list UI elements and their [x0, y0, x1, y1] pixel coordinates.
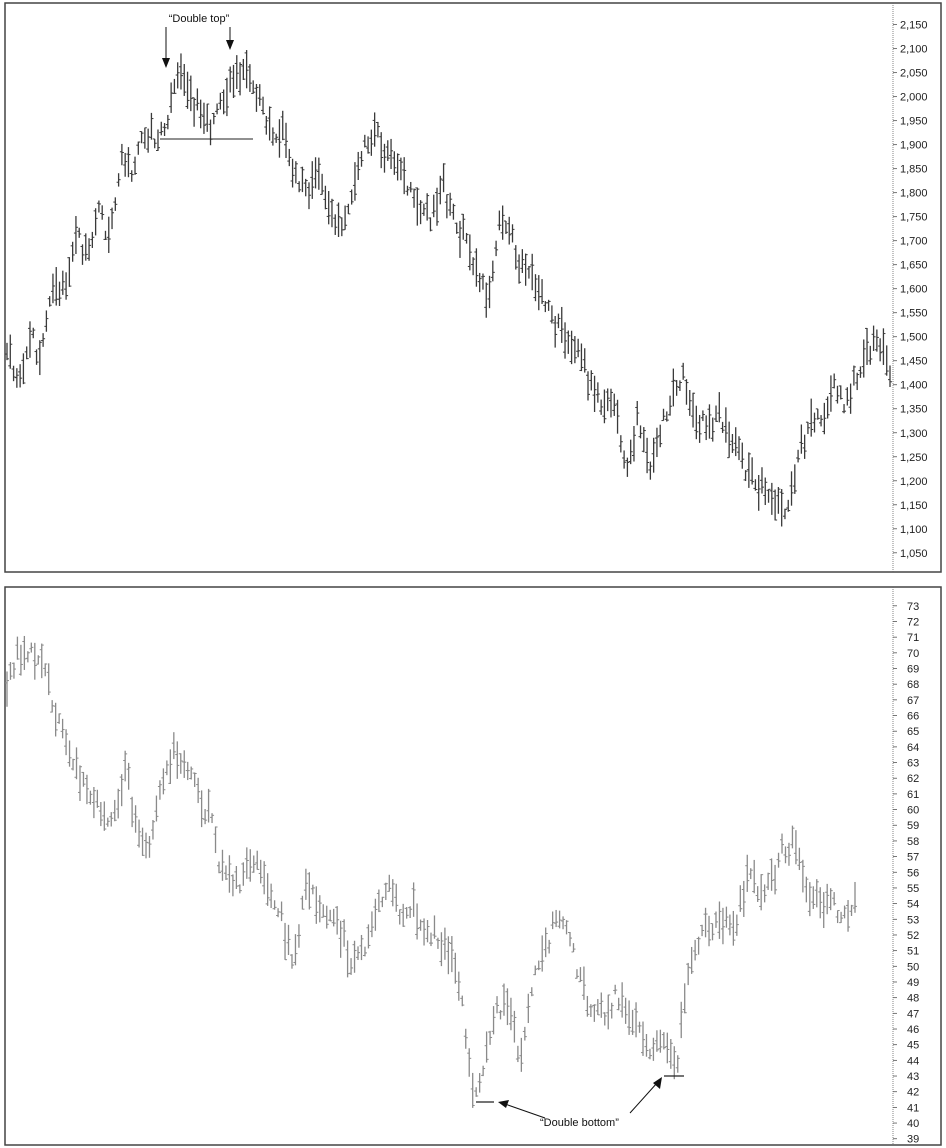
top-y-tick-label: 1,600 [900, 284, 928, 296]
double-bottom-arrow-right [629, 1082, 658, 1114]
top-y-tick-label: 1,250 [900, 452, 928, 464]
double-bottom-arrow-left [504, 1103, 546, 1119]
top-chart-panel: 1,050 1,100 1,150 1,200 1,250 1,300 1,350 1,400… [4, 2, 942, 573]
bottom-y-tick-label: 53 [907, 914, 919, 926]
bottom-y-tick-label: 65 [907, 726, 919, 738]
bottom-y-tick-label: 68 [907, 679, 919, 691]
bottom-y-tick-label: 62 [907, 773, 919, 785]
top-price-bars [5, 50, 892, 527]
bottom-y-tick-label: 58 [907, 836, 919, 848]
bottom-y-tick-label: 45 [907, 1040, 919, 1052]
bottom-y-tick-label: 60 [907, 805, 919, 817]
bottom-y-tick-label: 49 [907, 977, 919, 989]
top-y-tick-label: 1,900 [900, 140, 928, 152]
bottom-y-tick-label: 41 [907, 1102, 919, 1114]
bottom-y-tick-label: 54 [907, 899, 919, 911]
top-y-tick-label: 2,150 [900, 20, 928, 32]
bottom-y-tick-label: 70 [907, 648, 919, 660]
bottom-y-tick-label: 43 [907, 1071, 919, 1083]
top-y-tick-label: 1,500 [900, 332, 928, 344]
bottom-y-tick-label: 39 [907, 1134, 919, 1146]
bottom-y-tick-label: 72 [907, 616, 919, 628]
bottom-y-tick-label: 71 [907, 632, 919, 644]
top-y-tick-label: 2,000 [900, 92, 928, 104]
bottom-y-tick-label: 52 [907, 930, 919, 942]
bottom-y-tick-label: 63 [907, 758, 919, 770]
bottom-y-tick-label: 51 [907, 946, 919, 958]
bottom-y-tick-label: 50 [907, 961, 919, 973]
top-y-tick-label: 2,100 [900, 44, 928, 56]
bottom-y-axis: 39 40 41 42 43 44 45 46 47 48 49 50 51 52 53 54 55 56 57 58… [893, 601, 919, 1146]
bottom-y-tick-label: 48 [907, 993, 919, 1005]
bottom-price-bars [5, 635, 857, 1108]
bottom-y-tick-label: 59 [907, 820, 919, 832]
bottom-y-tick-label: 66 [907, 711, 919, 723]
top-y-tick-label: 1,200 [900, 476, 928, 488]
top-y-tick-label: 1,700 [900, 236, 928, 248]
bottom-y-tick-label: 42 [907, 1087, 919, 1099]
bottom-y-tick-label: 69 [907, 664, 919, 676]
top-y-tick-label: 1,750 [900, 212, 928, 224]
top-y-tick-label: 1,150 [900, 500, 928, 512]
bottom-y-tick-label: 64 [907, 742, 919, 754]
top-y-tick-label: 2,050 [900, 68, 928, 80]
bottom-y-tick-label: 57 [907, 852, 919, 864]
top-y-tick-label: 1,100 [900, 524, 928, 536]
top-y-tick-label: 1,300 [900, 428, 928, 440]
top-y-tick-label: 1,800 [900, 188, 928, 200]
double-bottom-annotation: “Double bottom” [476, 1075, 684, 1129]
bottom-y-tick-label: 73 [907, 601, 919, 613]
bottom-y-tick-label: 44 [907, 1055, 919, 1067]
top-y-axis: 1,050 1,100 1,150 1,200 1,250 1,300 1,350 1,400… [893, 20, 928, 560]
bottom-y-tick-label: 46 [907, 1024, 919, 1036]
top-y-tick-label: 1,850 [900, 164, 928, 176]
top-y-tick-label: 1,650 [900, 260, 928, 272]
double-bottom-arrowhead-left [498, 1100, 509, 1108]
double-bottom-arrowhead-right [653, 1077, 662, 1089]
bottom-y-tick-label: 67 [907, 695, 919, 707]
top-y-tick-label: 1,400 [900, 380, 928, 392]
top-y-tick-label: 1,050 [900, 548, 928, 560]
double-bottom-label: “Double bottom” [540, 1117, 619, 1129]
top-y-tick-label: 1,450 [900, 356, 928, 368]
bottom-y-tick-label: 40 [907, 1118, 919, 1130]
top-chart-frame [4, 2, 942, 573]
double-top-label: “Double top” [169, 13, 230, 25]
bottom-y-tick-label: 61 [907, 789, 919, 801]
double-top-arrowhead-left [162, 58, 170, 68]
double-top-annotation: “Double top” [160, 13, 253, 140]
bottom-y-tick-label: 47 [907, 1008, 919, 1020]
top-y-tick-label: 1,550 [900, 308, 928, 320]
top-y-tick-label: 1,350 [900, 404, 928, 416]
bottom-chart-panel: 39 40 41 42 43 44 45 46 47 48 49 50 51 52 53 54 55 56 57 58… [4, 586, 942, 1146]
top-y-tick-label: 1,950 [900, 116, 928, 128]
double-top-arrowhead-right [226, 40, 234, 50]
bottom-y-tick-label: 55 [907, 883, 919, 895]
bottom-chart-frame [4, 586, 942, 1146]
bottom-y-tick-label: 56 [907, 867, 919, 879]
